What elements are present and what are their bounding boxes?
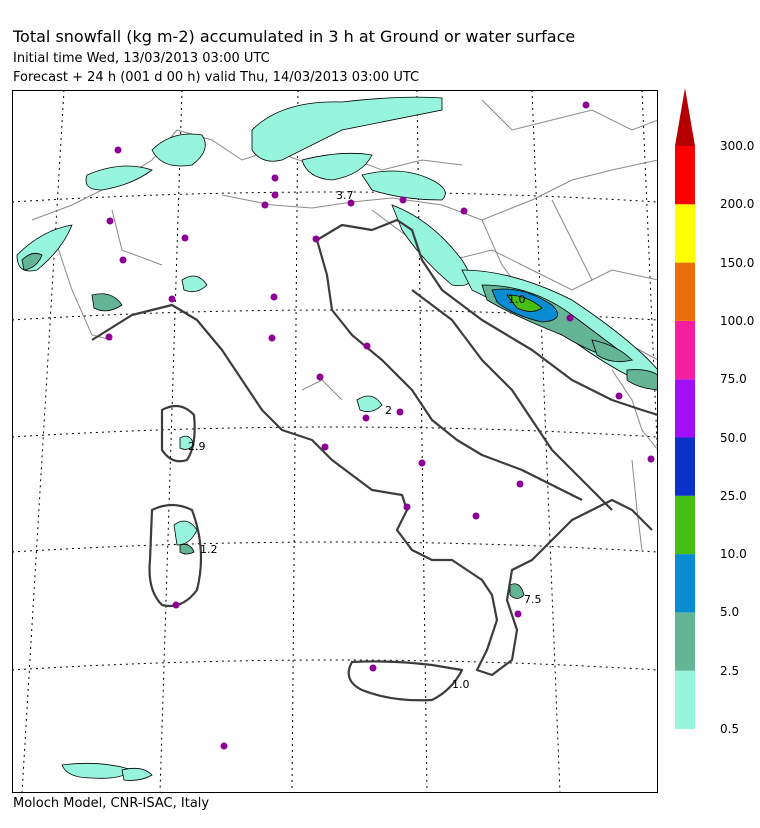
initial-time: Initial time Wed, 13/03/2013 03:00 UTC (13, 51, 270, 66)
colorbar-label: 150.0 (720, 255, 755, 270)
contour-label: 1.2 (200, 543, 218, 556)
model-credit: Moloch Model, CNR-ISAC, Italy (13, 796, 210, 811)
colorbar-box (675, 379, 695, 438)
snowfall-shading (16, 96, 658, 781)
colorbar-label: 10.0 (720, 547, 747, 562)
contour-label: 2 (385, 404, 392, 417)
forecast-valid-time: Forecast + 24 h (001 d 00 h) valid Thu, … (13, 70, 420, 85)
colorbar-label: 2.5 (720, 663, 740, 678)
colorbar-box (675, 670, 695, 729)
colorbar-label: 25.0 (720, 488, 747, 503)
colorbar-box (675, 262, 695, 321)
colorbar-label: 75.0 (720, 372, 747, 387)
colorbar-box (675, 204, 695, 263)
contour-label: 1.0 (452, 678, 470, 691)
map-title: Total snowfall (kg m-2) accumulated in 3… (13, 27, 576, 46)
colorbar (675, 88, 695, 729)
city-markers (105, 101, 655, 750)
colorbar-label: 200.0 (720, 197, 755, 212)
colorbar-top-triangle (675, 88, 695, 146)
colorbar-box (675, 495, 695, 555)
colorbar-label: 5.0 (720, 605, 740, 620)
colorbar-label: 0.5 (720, 722, 740, 736)
map-frame (12, 90, 658, 793)
snowfall-map: 3.7 1.0 2 2.9 1.2 7.5 1.0 (12, 90, 658, 793)
colorbar-box (675, 320, 695, 380)
colorbar-box (675, 437, 695, 496)
contour-label: 3.7 (336, 189, 354, 202)
contour-label: 1.0 (508, 293, 526, 306)
colorbar-box (675, 554, 695, 613)
contour-label: 2.9 (188, 440, 206, 453)
contour-label: 7.5 (524, 593, 542, 606)
coastlines (91, 218, 658, 702)
colorbar-box (675, 612, 695, 671)
graticule (12, 90, 658, 793)
colorbar-label: 100.0 (720, 313, 755, 328)
colorbar-box (675, 146, 695, 205)
colorbar-label: 300.0 (720, 139, 755, 153)
colorbar-label: 50.0 (720, 430, 747, 445)
